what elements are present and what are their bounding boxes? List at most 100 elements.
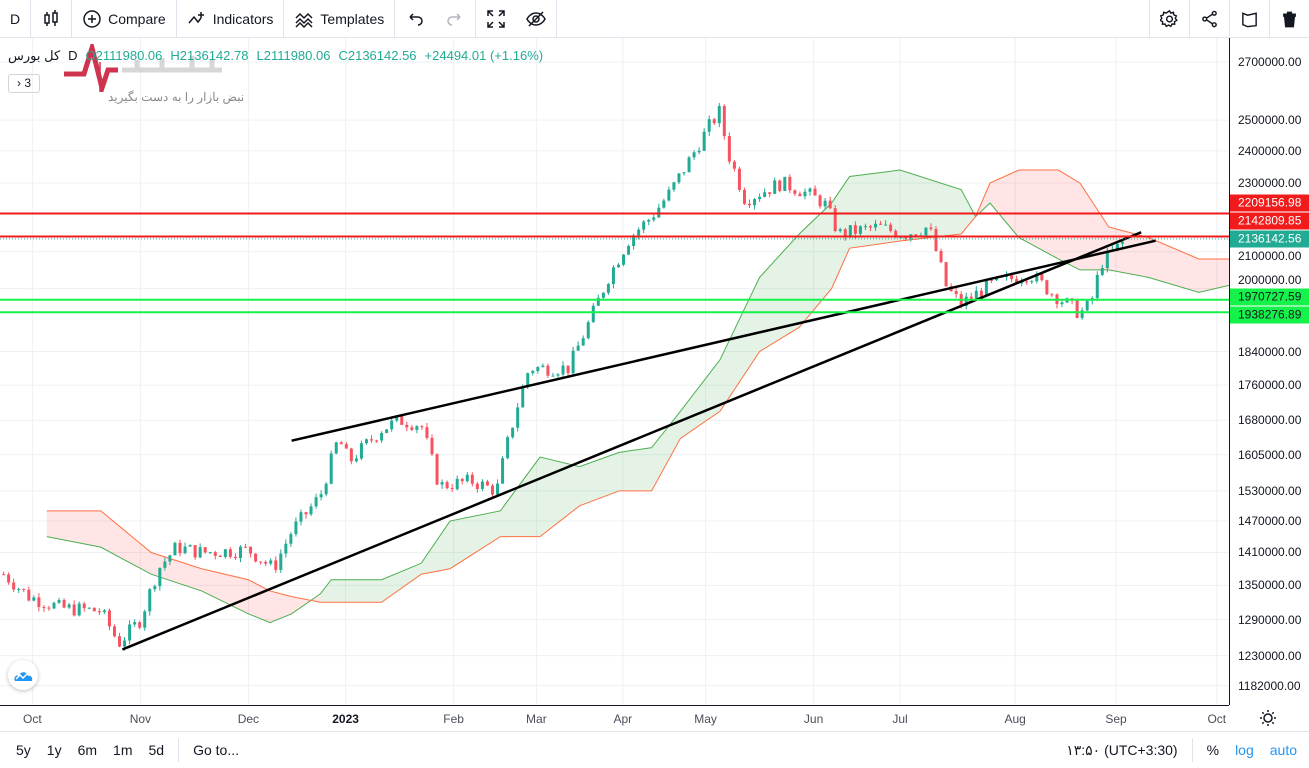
candle-body [138,622,142,628]
candle-body [899,237,903,239]
candle-body [848,225,852,237]
time-axis[interactable]: Oct Nov Dec 2023 Feb Mar Apr May Jun Jul Aug Sep Oct [0,705,1229,731]
cloud-segment [759,233,800,352]
axis-settings-button[interactable] [1258,708,1278,733]
candle-body [223,549,227,557]
tradingview-logo[interactable] [8,660,38,690]
candle-body [193,545,197,558]
candle-body [647,219,651,222]
range-1y[interactable]: 1y [46,742,62,758]
undo-button[interactable] [395,0,435,38]
candle-body [677,173,681,183]
candle-body [974,290,978,299]
cloud-span-a [46,169,1229,624]
candle-body [763,192,767,197]
candle-body [485,481,489,486]
candle-body [228,549,232,557]
log-toggle[interactable]: log [1235,742,1254,758]
candle-body [183,546,187,554]
candle-body [480,481,484,489]
fullscreen-button[interactable] [476,0,516,38]
templates-icon [295,12,313,28]
candle-body [889,224,893,231]
collapsed-count: 3 [24,76,32,90]
price-tick-label: 2700000.00 [1238,55,1302,69]
indicators-collapse-button[interactable]: › 3 [8,74,40,93]
templates-label: Templates [320,10,385,27]
candle-body [203,547,207,553]
price-tick-label: 2300000.00 [1238,176,1302,191]
chart-type-button[interactable] [31,0,73,38]
undo-icon [409,12,423,26]
candle-body [385,429,389,434]
cloud-span-b [46,169,1229,603]
candle-body [1030,281,1034,283]
price-tick-label: 1760000.00 [1238,378,1302,393]
indicators-button[interactable]: Indicators [177,0,285,38]
candle-body [47,607,51,609]
candle-body [450,488,454,490]
candle-body [269,560,273,564]
auto-toggle[interactable]: auto [1269,742,1297,758]
price-axis[interactable]: 2209156.98 2142809.85 2136142.56 1970727.59… [1229,38,1309,705]
candle-body [17,588,21,590]
candle-body [178,542,182,554]
share-button[interactable] [1189,0,1229,38]
candle-body [828,200,832,209]
candle-body [188,545,192,547]
candle-body [370,439,374,441]
cloud-segment [100,510,152,575]
candle-body [430,437,434,455]
candle-body [879,223,883,225]
hide-drawings-button[interactable] [516,0,558,38]
delete-button[interactable] [1269,0,1309,38]
candle-body [354,458,358,462]
candle-body [1040,273,1044,281]
price-tick-label: 2400000.00 [1238,143,1302,158]
redo-button[interactable] [435,0,477,38]
candle-body [863,226,867,228]
cloud-segment [961,189,976,234]
cloud-segment [680,359,720,439]
time-tick-label: Sep [1105,712,1127,726]
candle-body [571,350,575,374]
settings-button[interactable] [1149,0,1189,38]
cloud-segment [500,457,540,537]
candle-body [652,217,656,220]
cloud-logo-icon [14,672,33,681]
candle-body [516,407,520,428]
time-tick-label: Oct [1207,712,1227,726]
symbol-name[interactable]: کل بورس [8,48,61,63]
candle-body [339,442,343,445]
cloud-segment [46,510,101,548]
candle-body [727,136,731,162]
candle-body [218,555,222,557]
time-tick-label: Jun [803,712,824,726]
share-icon [1202,10,1217,28]
candle-body [1075,300,1079,318]
candle-body [37,597,41,607]
candle-body [697,150,701,153]
candle-body [1035,273,1039,282]
price-chart[interactable] [0,38,1229,705]
legend-open: O2111980.06 [85,48,163,63]
timezone-button[interactable]: ۱۳:۵۰ (UTC+3:30) [1066,741,1178,758]
goto-button[interactable]: Go to... [193,742,239,758]
templates-button[interactable]: Templates [284,0,396,38]
range-6m[interactable]: 6m [77,742,98,758]
candle-body [279,553,283,570]
cloud-segment [320,579,332,603]
candle-body [1015,279,1019,284]
range-1m[interactable]: 1m [113,742,133,758]
snapshot-button[interactable] [1229,0,1269,38]
candle-body [601,292,605,298]
compare-button[interactable]: Compare [72,0,177,38]
range-5d[interactable]: 5d [148,742,165,758]
range-5y[interactable]: 5y [16,742,31,758]
candle-body [672,182,676,190]
interval-button[interactable]: D [0,0,32,38]
cloud-segment [619,447,652,491]
percent-toggle[interactable]: % [1206,742,1220,758]
candle-body [536,367,540,372]
candle-body [233,556,237,559]
